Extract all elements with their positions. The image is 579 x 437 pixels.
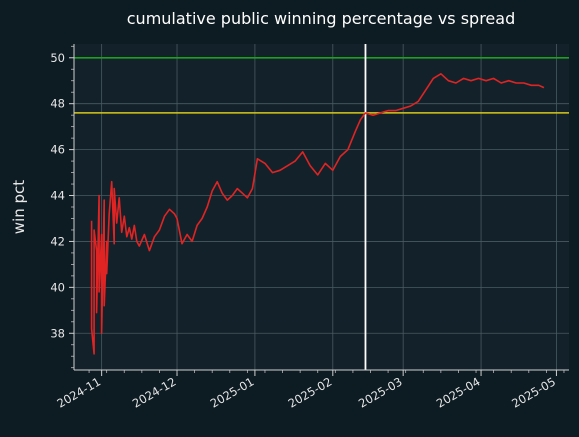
y-tick-label: 46 bbox=[50, 143, 65, 157]
grid bbox=[74, 44, 569, 370]
y-tick-label: 44 bbox=[50, 189, 65, 203]
y-tick-label: 42 bbox=[50, 234, 65, 248]
y-tick-label: 50 bbox=[50, 51, 65, 65]
reference-lines bbox=[74, 44, 569, 370]
y-tick-label: 48 bbox=[50, 97, 65, 111]
chart-title: cumulative public winning percentage vs … bbox=[127, 9, 515, 28]
plot-area bbox=[74, 44, 569, 370]
series-line bbox=[90, 73, 545, 355]
series-layer bbox=[90, 73, 545, 355]
y-tick-label: 40 bbox=[50, 280, 65, 294]
y-tick-label: 38 bbox=[50, 326, 65, 340]
y-axis-label: win pct bbox=[10, 180, 28, 234]
